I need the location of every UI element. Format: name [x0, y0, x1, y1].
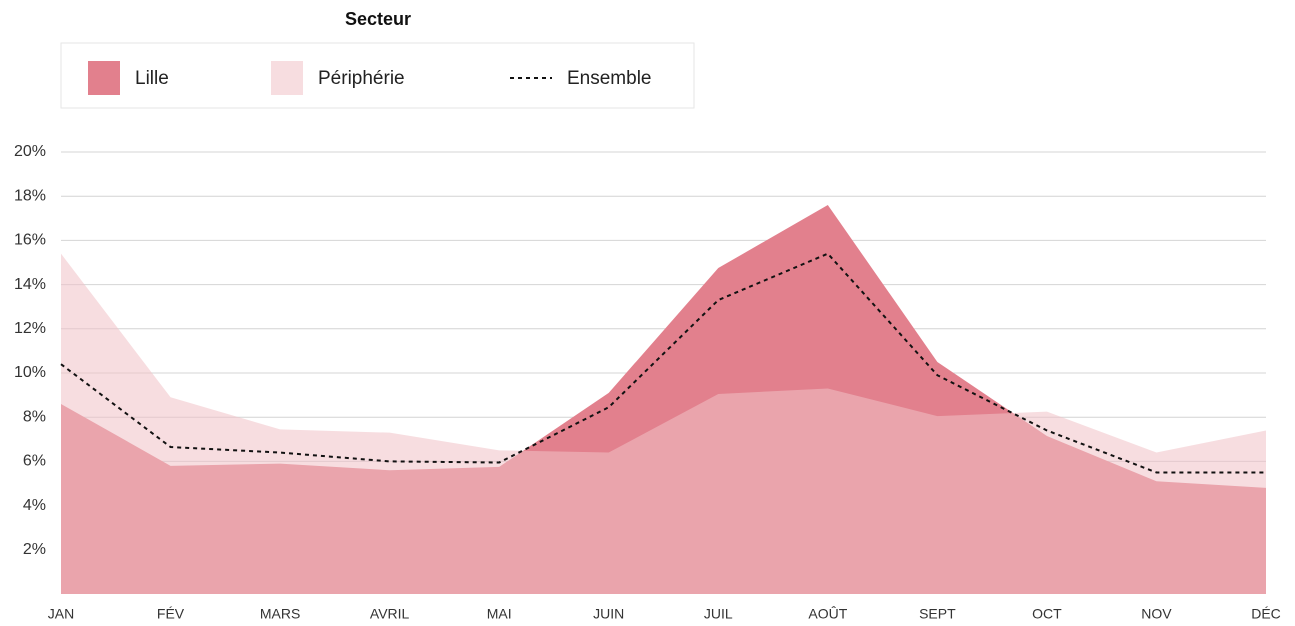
x-tick-label: AOÛT	[808, 606, 847, 622]
y-tick-label: 18%	[14, 187, 46, 204]
y-tick-label: 2%	[23, 541, 46, 558]
x-tick-label: JUIL	[704, 606, 733, 622]
x-tick-label: SEPT	[919, 606, 956, 622]
x-tick-label: AVRIL	[370, 606, 410, 622]
legend-label: Ensemble	[567, 68, 652, 89]
y-tick-label: 8%	[23, 408, 46, 425]
x-tick-label: FÉV	[157, 606, 185, 622]
legend-label: Lille	[135, 68, 169, 89]
y-tick-label: 10%	[14, 364, 46, 381]
legend-swatch	[88, 61, 120, 95]
line	[60, 252, 1266, 474]
y-tick-label: 6%	[23, 453, 46, 470]
y-tick-label: 12%	[14, 320, 46, 337]
x-tick-label: NOV	[1141, 606, 1172, 622]
x-tick-label: JAN	[48, 606, 74, 622]
y-tick-label: 20%	[14, 143, 46, 160]
y-tick-label: 14%	[14, 276, 46, 293]
y-tick-label: 16%	[14, 232, 46, 249]
legend-title: Secteur	[345, 9, 411, 29]
legend-label: Périphérie	[318, 68, 405, 89]
x-tick-label: MARS	[260, 606, 300, 622]
x-tick-label: JUIN	[593, 606, 624, 622]
legend-swatch	[271, 61, 303, 95]
x-tick-label: DÉC	[1251, 606, 1281, 622]
x-tick-label: OCT	[1032, 606, 1062, 622]
x-tick-label: MAI	[487, 606, 512, 622]
area	[61, 253, 1266, 594]
y-tick-label: 4%	[23, 497, 46, 514]
legend-box	[60, 42, 695, 109]
